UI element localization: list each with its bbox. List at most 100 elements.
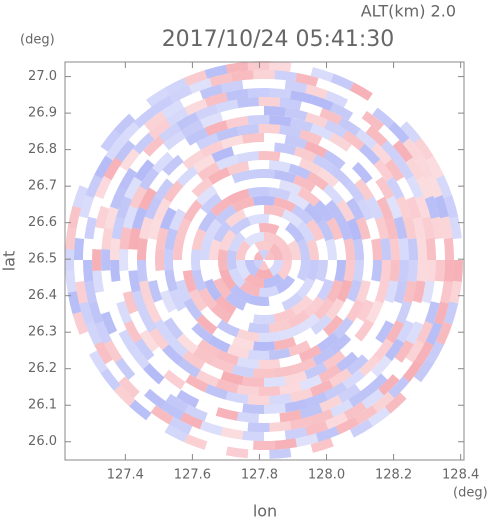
- echo-cell: [144, 196, 162, 220]
- echo-cell: [325, 90, 349, 108]
- echo-cell: [203, 278, 222, 302]
- echo-cell: [225, 446, 249, 459]
- echo-cell: [149, 169, 169, 193]
- echo-cell: [147, 355, 169, 377]
- echo-cell: [339, 162, 362, 185]
- echo-cell: [336, 148, 359, 169]
- echo-cell: [154, 197, 172, 221]
- echo-cell: [176, 333, 199, 355]
- echo-cell: [118, 167, 137, 191]
- echo-cell: [316, 278, 334, 302]
- echo-cell: [136, 237, 148, 260]
- echo-cell: [264, 260, 275, 269]
- echo-cell: [259, 249, 269, 260]
- echo-cell: [204, 120, 228, 136]
- echo-cell: [385, 195, 403, 219]
- echo-cell: [220, 427, 244, 440]
- echo-cell: [200, 140, 224, 158]
- echo-cell: [176, 112, 200, 131]
- echo-cell: [215, 126, 239, 142]
- echo-cell: [264, 273, 284, 288]
- echo-cell: [359, 143, 381, 165]
- echo-cell: [85, 321, 103, 346]
- echo-cell: [216, 319, 240, 338]
- echo-cell: [346, 144, 369, 166]
- echo-cell: [164, 77, 188, 96]
- plot-frame: [64, 61, 465, 461]
- echo-cell: [299, 129, 323, 146]
- echo-cell: [365, 217, 380, 240]
- echo-cell: [207, 335, 231, 353]
- echo-cell: [144, 388, 167, 409]
- echo-cell: [252, 314, 276, 324]
- echo-cell: [145, 238, 157, 260]
- echo-cell: [356, 197, 374, 221]
- echo-cell: [326, 217, 343, 241]
- echo-cell: [111, 280, 125, 304]
- echo-cell: [253, 260, 264, 269]
- echo-cell: [416, 175, 434, 199]
- echo-cell: [284, 370, 308, 386]
- echo-cell: [162, 344, 184, 366]
- echo-cell: [394, 157, 414, 180]
- echo-cell: [132, 206, 148, 230]
- echo-cell: [136, 260, 148, 283]
- echo-cell: [354, 405, 378, 425]
- echo-cell: [290, 90, 313, 104]
- echo-cell: [388, 376, 410, 399]
- echo-cell: [253, 169, 275, 179]
- echo-cell: [188, 78, 213, 94]
- echo-cell: [316, 218, 334, 242]
- echo-cell: [393, 216, 408, 240]
- echo-cell: [284, 134, 308, 150]
- echo-cell: [110, 310, 127, 334]
- echo-cell: [431, 280, 444, 304]
- echo-cell: [296, 277, 315, 299]
- echo-cell: [289, 388, 313, 403]
- echo-cell: [197, 339, 220, 358]
- echo-cell: [264, 251, 275, 260]
- echo-cell: [396, 320, 415, 344]
- echo-cell: [398, 260, 409, 283]
- echo-cell: [299, 374, 323, 391]
- echo-cell: [277, 260, 292, 280]
- echo-cell: [359, 355, 381, 377]
- echo-cell: [164, 269, 178, 292]
- echo-cell: [296, 238, 310, 260]
- echo-cell: [152, 151, 174, 174]
- echo-cell: [443, 301, 459, 325]
- echo-cell: [161, 401, 185, 421]
- echo-cell: [352, 260, 365, 282]
- echo-cell: [101, 227, 114, 250]
- echo-cell: [316, 167, 340, 188]
- echo-cell: [129, 99, 152, 121]
- echo-cell: [389, 238, 400, 260]
- echo-cell: [434, 260, 446, 282]
- echo-cell: [318, 137, 342, 156]
- echo-cell: [244, 273, 264, 288]
- echo-cell: [375, 176, 394, 200]
- echo-cell: [172, 260, 185, 282]
- echo-cell: [227, 161, 250, 176]
- echo-cell: [75, 281, 88, 304]
- echo-cell: [133, 391, 156, 413]
- echo-cell: [412, 216, 426, 240]
- echo-cell: [220, 107, 244, 121]
- echo-cell: [182, 150, 205, 170]
- echo-cell: [381, 357, 402, 380]
- echo-cell: [403, 216, 417, 240]
- echo-cell: [279, 152, 302, 167]
- echo-cell: [324, 382, 348, 401]
- echo-cell: [212, 174, 235, 193]
- echo-cell: [227, 188, 250, 205]
- echo-cell: [164, 424, 188, 443]
- echo-cell: [295, 433, 319, 448]
- echo-cell: [279, 409, 302, 423]
- echo-cell: [443, 195, 459, 219]
- echo-cell: [184, 70, 208, 86]
- echo-cell: [67, 291, 82, 315]
- echo-cell: [287, 240, 301, 260]
- echo-cell: [339, 335, 362, 358]
- echo-cell: [178, 358, 201, 378]
- echo-cell: [290, 444, 313, 458]
